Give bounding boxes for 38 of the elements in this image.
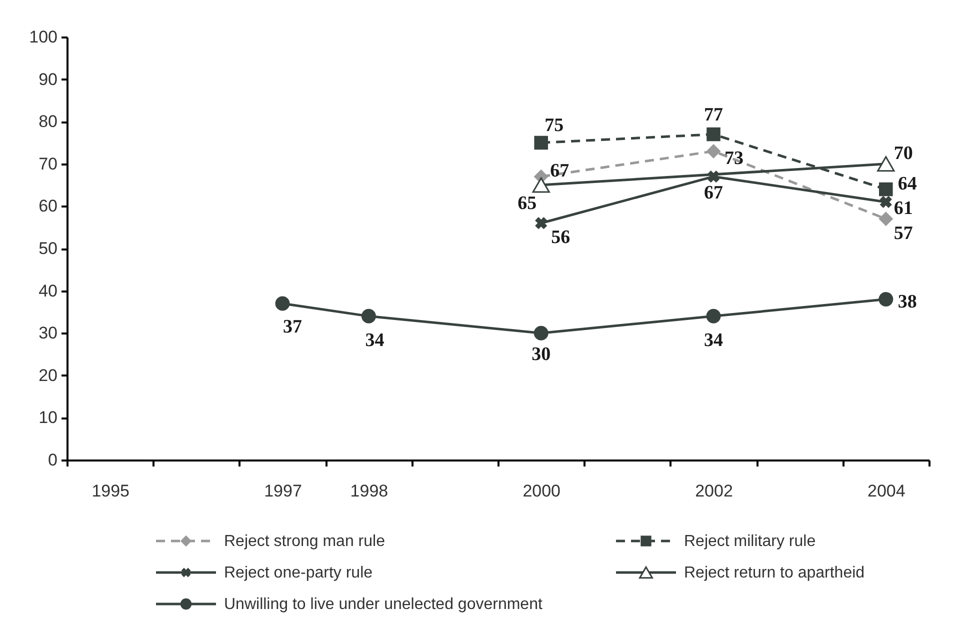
data-label: 73 xyxy=(724,148,744,170)
data-label: 67 xyxy=(704,182,724,204)
x-tick-label: 1997 xyxy=(264,482,302,500)
data-label: 67 xyxy=(550,160,570,182)
data-label: 61 xyxy=(894,198,913,219)
y-tick-label: 50 xyxy=(38,239,58,258)
data-label: 64 xyxy=(898,173,918,194)
legend-label: Reject military rule xyxy=(684,533,816,550)
data-label: 77 xyxy=(704,104,724,126)
y-tick-label: 10 xyxy=(38,408,58,428)
legend-label: Reject return to apartheid xyxy=(684,564,865,582)
data-label: 34 xyxy=(704,330,724,352)
legend-label: Reject one-party rule xyxy=(224,564,373,582)
data-label: 38 xyxy=(898,291,917,312)
data-label: 56 xyxy=(551,227,570,248)
y-tick-label: 40 xyxy=(38,281,58,300)
y-tick-label: 70 xyxy=(38,154,58,174)
y-tick-label: 80 xyxy=(38,112,58,132)
legend-label: Unwilling to live under unelected government xyxy=(224,596,543,613)
data-label: 30 xyxy=(532,344,551,366)
x-tick-label: 2004 xyxy=(867,482,906,500)
x-tick-label: 1998 xyxy=(350,482,388,500)
y-tick-label: 30 xyxy=(38,324,58,343)
y-tick-label: 100 xyxy=(29,28,58,46)
data-label: 75 xyxy=(544,114,564,136)
data-label: 37 xyxy=(283,316,302,338)
data-label: 34 xyxy=(365,330,385,352)
x-tick-label: 2002 xyxy=(695,482,733,500)
data-label: 70 xyxy=(894,142,913,164)
y-tick-label: 20 xyxy=(38,366,58,385)
data-label: 65 xyxy=(518,193,537,214)
y-tick-label: 60 xyxy=(38,196,58,216)
data-label: 57 xyxy=(894,222,914,244)
y-tick-label: 0 xyxy=(48,450,58,470)
x-tick-label: 1995 xyxy=(92,482,130,500)
legend-label: Reject strong man rule xyxy=(224,533,386,550)
x-tick-label: 2000 xyxy=(522,482,561,500)
y-tick-label: 90 xyxy=(38,70,58,89)
